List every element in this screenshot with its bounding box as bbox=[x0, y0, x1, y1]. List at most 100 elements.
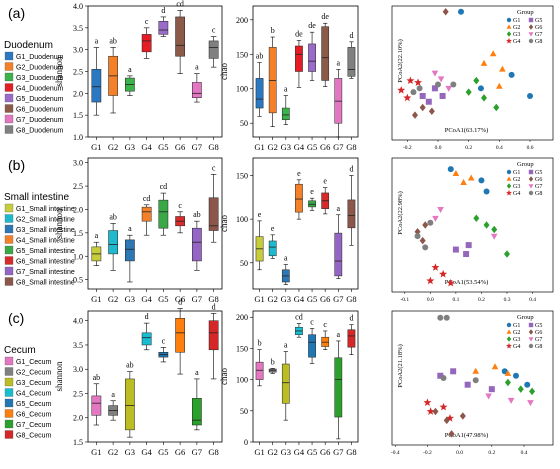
point-G4 bbox=[439, 402, 448, 411]
legend-marker bbox=[506, 31, 512, 37]
point-G6 bbox=[442, 7, 449, 16]
x-tick-label: 0.4 bbox=[496, 145, 503, 151]
pcoa-c-pcoa: -0.4 -0.2 0.0 0.2 0.4 PCoA1(47.98%) PCoA2(21.1… bbox=[391, 310, 554, 456]
point-G1 bbox=[501, 368, 508, 375]
significance-letter: a bbox=[111, 390, 115, 399]
y-tick-label: 1.5 bbox=[73, 438, 83, 447]
y-tick-label: 50 bbox=[240, 259, 248, 268]
significance-letter: e bbox=[310, 187, 314, 196]
y-tick-label: 200 bbox=[236, 16, 248, 25]
point-G7 bbox=[432, 215, 439, 222]
legend-label: G5_Cecum bbox=[16, 401, 52, 408]
significance-letter: cd bbox=[160, 182, 168, 191]
box-G5 bbox=[308, 334, 316, 358]
point-G6 bbox=[432, 407, 439, 416]
legend-swatch bbox=[4, 367, 14, 376]
x-tick-label: G1 bbox=[254, 294, 264, 304]
point-G8 bbox=[443, 314, 450, 321]
legend-marker bbox=[506, 183, 512, 189]
x-tick-label: G2 bbox=[108, 294, 118, 304]
significance-letter: a bbox=[95, 231, 99, 240]
point-G3 bbox=[517, 385, 524, 393]
point-G2 bbox=[489, 50, 497, 57]
box-G6 bbox=[175, 16, 185, 57]
significance-letter: a bbox=[195, 63, 199, 72]
point-G5 bbox=[425, 98, 432, 105]
point-G3 bbox=[483, 221, 490, 229]
legend-label: G3 bbox=[513, 337, 520, 343]
legend-swatch bbox=[4, 62, 14, 71]
legend-title: Group bbox=[517, 161, 534, 168]
box-G7 bbox=[192, 227, 202, 262]
legend-swatch bbox=[4, 266, 14, 276]
legend-label: G7 bbox=[535, 32, 542, 38]
point-G6 bbox=[428, 107, 435, 116]
legend-label: G3 bbox=[513, 184, 520, 190]
x-tick-label: G3 bbox=[125, 447, 135, 457]
point-G7 bbox=[437, 206, 444, 213]
legend-marker bbox=[506, 24, 512, 29]
legend-label: G6 bbox=[535, 25, 542, 31]
x-tick-label: G1 bbox=[254, 142, 264, 152]
x-tick-label: G1 bbox=[254, 447, 264, 457]
plot-frame bbox=[87, 5, 223, 138]
legend-label: G2 bbox=[513, 25, 520, 31]
legend-label: G4 bbox=[513, 344, 520, 350]
boxplot-b-chao: 50 100 150 chao e G1 e G2 a G3 e G4 e G5 e G6 a G7 d G8 bbox=[219, 157, 359, 304]
x-tick-label: G4 bbox=[294, 294, 305, 304]
x-tick-label: G6 bbox=[320, 294, 330, 304]
legend-swatch bbox=[4, 125, 14, 134]
legend-swatch bbox=[4, 388, 14, 397]
point-G1 bbox=[483, 188, 490, 195]
y-tick-label: 1.5 bbox=[73, 111, 83, 120]
y-tick-label: 3.5 bbox=[73, 341, 83, 350]
x-tick-label: G5 bbox=[307, 142, 317, 152]
x-tick-label: 0.0 bbox=[456, 450, 463, 456]
legend-marker bbox=[506, 329, 512, 334]
x-tick-label: G1 bbox=[91, 447, 101, 457]
x-tick-label: G5 bbox=[307, 447, 317, 457]
legend-marker bbox=[528, 337, 534, 342]
legend-marker bbox=[528, 169, 534, 175]
x-tick-label: G7 bbox=[333, 294, 343, 304]
legend-label: G2 bbox=[513, 330, 520, 336]
y-tick-label: 50 bbox=[240, 119, 248, 128]
legend-swatch bbox=[4, 256, 14, 265]
significance-letter: de bbox=[308, 21, 316, 30]
point-G4 bbox=[397, 86, 406, 94]
legend-marker bbox=[506, 189, 512, 196]
x-tick-label: G2 bbox=[108, 142, 118, 152]
legend-marker bbox=[506, 169, 512, 175]
x-tick-label: G4 bbox=[141, 142, 152, 152]
legend-label: G7_Small intestine bbox=[16, 269, 75, 276]
y-tick-label: 2.5 bbox=[73, 182, 83, 191]
legend-label: G5 bbox=[535, 323, 542, 329]
significance-letter: c bbox=[178, 201, 182, 210]
legend-marker bbox=[528, 184, 534, 189]
significance-letter: d bbox=[178, 298, 182, 307]
y-axis-label: shannon bbox=[54, 56, 64, 86]
significance-letter: e bbox=[271, 224, 275, 233]
site-title: Small intestine bbox=[4, 192, 69, 203]
significance-letter: c bbox=[323, 320, 327, 329]
x-tick-label: G6 bbox=[320, 142, 330, 152]
legend-label: G4_Duodenum bbox=[16, 86, 64, 93]
point-G4 bbox=[446, 278, 455, 287]
point-G8 bbox=[437, 314, 444, 321]
legend-marker bbox=[528, 38, 534, 44]
significance-letter: de bbox=[295, 29, 303, 38]
plot-frame bbox=[87, 157, 223, 290]
x-tick-label: G2 bbox=[267, 447, 277, 457]
x-tick-label: G8 bbox=[346, 142, 356, 152]
plot-frame bbox=[252, 310, 359, 443]
plot-frame bbox=[391, 5, 554, 141]
point-G5 bbox=[439, 92, 446, 99]
legend-swatch bbox=[4, 83, 14, 92]
legend-label: G3_Cecum bbox=[16, 380, 52, 387]
legend-label: G3 bbox=[513, 32, 520, 38]
point-G7 bbox=[490, 233, 498, 240]
site-title: Duodenum bbox=[4, 40, 53, 51]
box-G8 bbox=[347, 199, 356, 229]
y-tick-label: 200 bbox=[236, 313, 248, 322]
